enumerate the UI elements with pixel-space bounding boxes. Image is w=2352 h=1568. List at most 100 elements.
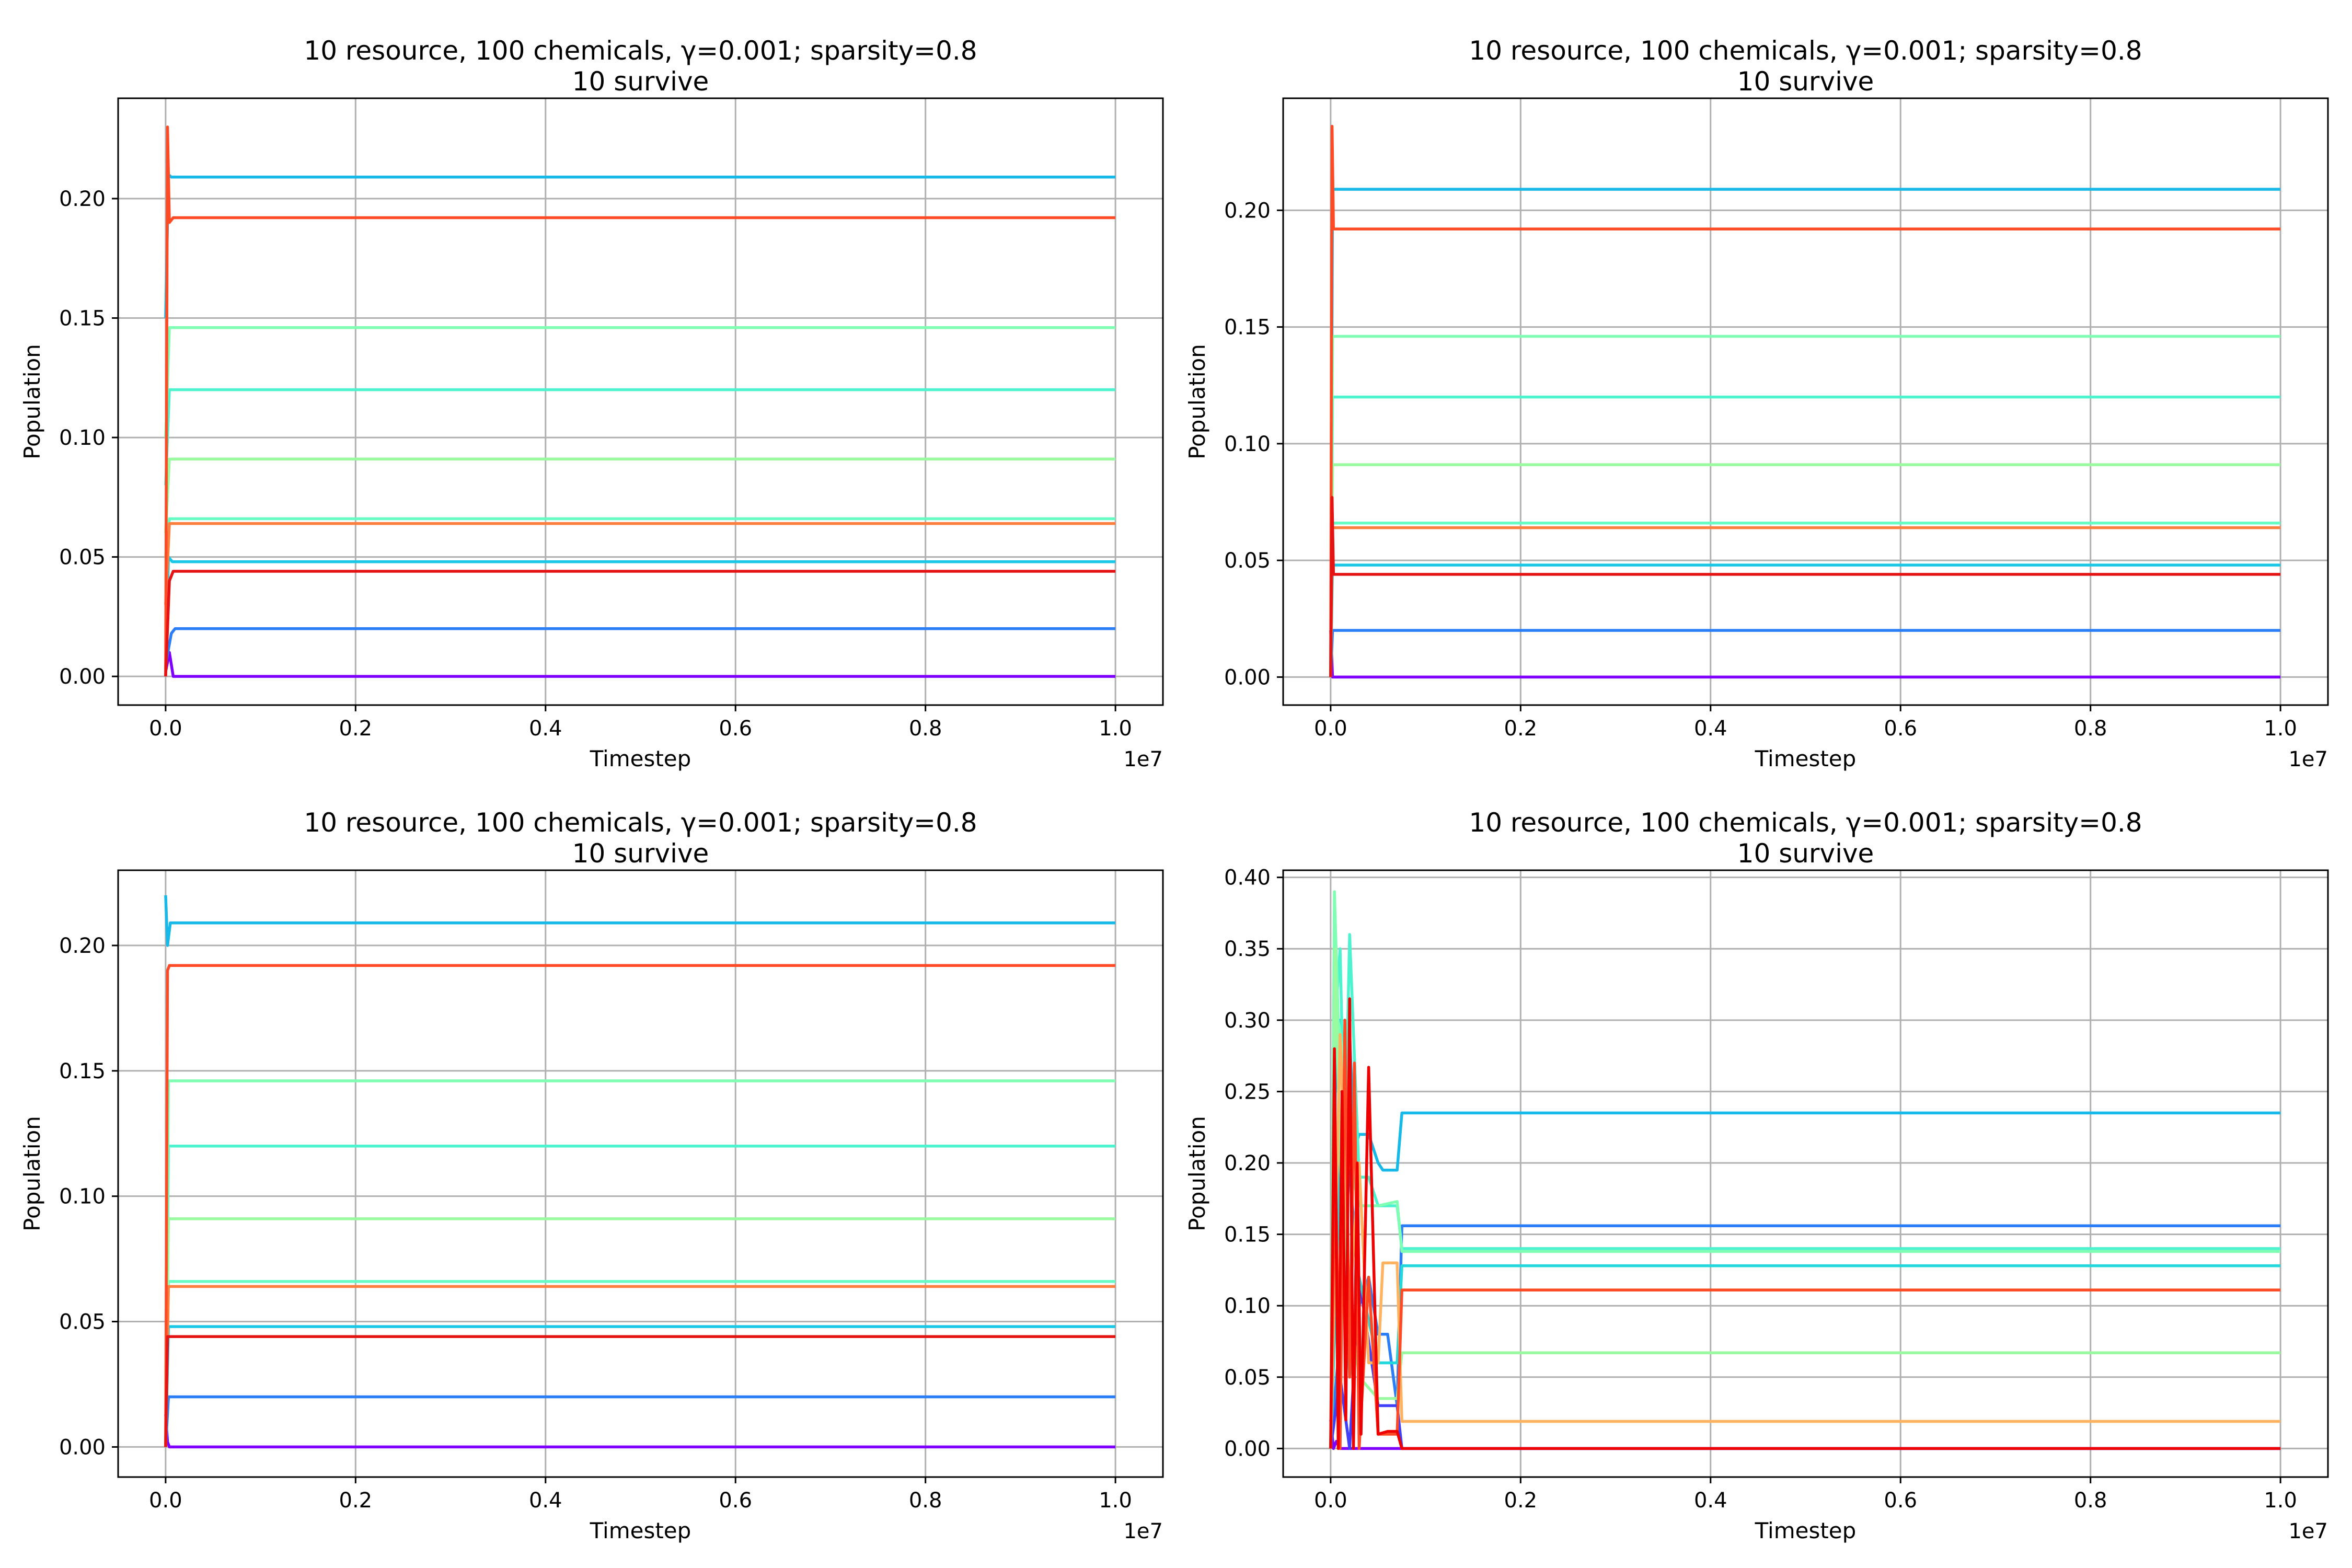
y-tick-label: 0.15 xyxy=(59,307,106,331)
chart-title: 10 resource, 100 chemicals, γ=0.001; spa… xyxy=(304,808,977,838)
series-line-3 xyxy=(164,555,1116,670)
series-line-9 xyxy=(1329,1033,2281,1449)
series-line-7 xyxy=(164,326,1116,438)
series-line-9 xyxy=(164,522,1116,605)
chart-title: 10 resource, 100 chemicals, γ=0.001; spa… xyxy=(304,36,977,66)
x-tick-label: 1.0 xyxy=(2264,717,2297,741)
series-line-11 xyxy=(164,570,1116,677)
x-tick-label: 0.0 xyxy=(1314,1489,1347,1513)
series-line-9 xyxy=(1329,526,2281,677)
x-tick-label: 0.4 xyxy=(1694,717,1727,741)
series-line-3 xyxy=(1329,563,2281,677)
series-line-9 xyxy=(164,1285,1116,1447)
y-tick-label: 0.10 xyxy=(1224,432,1271,456)
chart-subtitle: 10 survive xyxy=(1737,66,1874,97)
series-line-8 xyxy=(164,1217,1116,1447)
y-tick-label: 0.10 xyxy=(1224,1294,1271,1318)
x-offset-label: 1e7 xyxy=(1123,1519,1163,1543)
series-line-4 xyxy=(1329,1019,2281,1449)
series-group xyxy=(164,895,1116,1449)
plot-frame xyxy=(117,97,1164,706)
x-tick-label: 0.4 xyxy=(529,717,562,741)
x-tick-label: 0.6 xyxy=(1884,1489,1917,1513)
x-tick-label: 0.2 xyxy=(339,717,373,741)
x-tick-label: 0.4 xyxy=(1694,1489,1727,1513)
x-tick-label: 0.0 xyxy=(149,717,182,741)
x-offset-label: 1e7 xyxy=(1123,747,1163,771)
x-axis-label: Timestep xyxy=(1755,746,1857,771)
x-tick-label: 1.0 xyxy=(1099,717,1132,741)
series-line-11 xyxy=(1329,997,2281,1450)
series-line-10 xyxy=(164,964,1116,1447)
series-line-6 xyxy=(1329,933,2281,1449)
x-tick-label: 0.4 xyxy=(529,1489,562,1513)
x-tick-label: 0.0 xyxy=(149,1489,182,1513)
y-tick-label: 0.00 xyxy=(1224,1437,1271,1461)
series-line-4 xyxy=(1329,188,2281,677)
x-axis-label: Timestep xyxy=(590,1518,691,1543)
x-tick-label: 0.8 xyxy=(909,717,942,741)
x-tick-label: 0.6 xyxy=(1884,717,1917,741)
series-line-8 xyxy=(164,457,1116,534)
series-line-6 xyxy=(164,1280,1116,1447)
series-line-11 xyxy=(164,1335,1116,1447)
y-tick-label: 0.20 xyxy=(1224,199,1271,223)
x-axis-label: Timestep xyxy=(590,746,691,771)
series-line-2 xyxy=(1329,629,2281,677)
y-tick-label: 0.00 xyxy=(59,665,106,689)
x-tick-label: 1.0 xyxy=(2264,1489,2297,1513)
chart-panel-3: 0.0 0.2 0.4 0.6 0.8 1.0 0.00 0.05 0.10 0.15 0.20 10… xyxy=(19,808,1164,1543)
series-line-7 xyxy=(1329,335,2281,677)
x-tick-label: 1.0 xyxy=(1099,1489,1132,1513)
y-tick-label: 0.25 xyxy=(1224,1080,1271,1104)
series-line-3 xyxy=(164,1325,1116,1447)
x-tick-label: 0.8 xyxy=(2074,717,2107,741)
x-offset-label: 1e7 xyxy=(2288,747,2328,771)
series-line-8 xyxy=(1329,463,2281,677)
series-line-1 xyxy=(164,651,1116,678)
y-tick-label: 0.05 xyxy=(1224,549,1271,573)
x-offset-label: 1e7 xyxy=(2288,1519,2328,1543)
x-tick-label: 0.8 xyxy=(909,1489,942,1513)
series-line-11 xyxy=(1329,495,2281,677)
series-line-4 xyxy=(164,173,1116,318)
series-line-2 xyxy=(164,1395,1116,1447)
y-tick-label: 0.05 xyxy=(1224,1366,1271,1390)
series-line-6 xyxy=(1329,521,2281,677)
chart-panel-4: 0.0 0.2 0.4 0.6 0.8 1.0 0.00 0.05 0.10 0.15 0.20 0.… xyxy=(1184,808,2329,1543)
y-tick-label: 0.05 xyxy=(59,1310,106,1334)
series-line-10 xyxy=(164,125,1116,677)
y-tick-label: 0.20 xyxy=(1224,1151,1271,1175)
series-group xyxy=(164,125,1116,678)
y-tick-label: 0.30 xyxy=(1224,1009,1271,1033)
x-tick-label: 0.8 xyxy=(2074,1489,2107,1513)
y-tick-label: 0.20 xyxy=(59,187,106,211)
x-tick-label: 0.2 xyxy=(339,1489,373,1513)
series-line-1 xyxy=(164,1414,1116,1449)
y-tick-label: 0.05 xyxy=(59,546,106,570)
y-tick-label: 0.10 xyxy=(59,426,106,450)
chart-panel-1: 0.0 0.2 0.4 0.6 0.8 1.0 0.00 0.05 0.10 0.15 0.20 10… xyxy=(19,36,1164,771)
y-tick-label: 0.00 xyxy=(59,1435,106,1459)
chart-panel-2: 0.0 0.2 0.4 0.6 0.8 1.0 0.00 0.05 0.10 0.15 0.20 10… xyxy=(1184,36,2329,771)
y-axis-label: Population xyxy=(19,344,45,459)
chart-subtitle: 10 survive xyxy=(1737,838,1874,869)
x-tick-label: 0.6 xyxy=(719,717,752,741)
y-tick-label: 0.15 xyxy=(1224,1223,1271,1247)
series-group xyxy=(1329,124,2281,679)
y-axis-label: Population xyxy=(1184,344,1210,459)
series-line-7 xyxy=(1329,890,2281,1449)
series-line-8 xyxy=(1329,947,2281,1449)
y-tick-label: 0.00 xyxy=(1224,665,1271,689)
plot-frame xyxy=(1282,97,2329,706)
y-tick-label: 0.40 xyxy=(1224,866,1271,890)
chart-subtitle: 10 survive xyxy=(572,838,709,869)
chart-title: 10 resource, 100 chemicals, γ=0.001; spa… xyxy=(1469,36,2142,66)
y-tick-label: 0.35 xyxy=(1224,937,1271,961)
series-line-4 xyxy=(164,895,1116,947)
y-axis-label: Population xyxy=(1184,1116,1210,1231)
x-tick-label: 0.2 xyxy=(1504,1489,1538,1513)
series-line-1 xyxy=(1329,1420,2281,1450)
x-axis-label: Timestep xyxy=(1755,1518,1857,1543)
